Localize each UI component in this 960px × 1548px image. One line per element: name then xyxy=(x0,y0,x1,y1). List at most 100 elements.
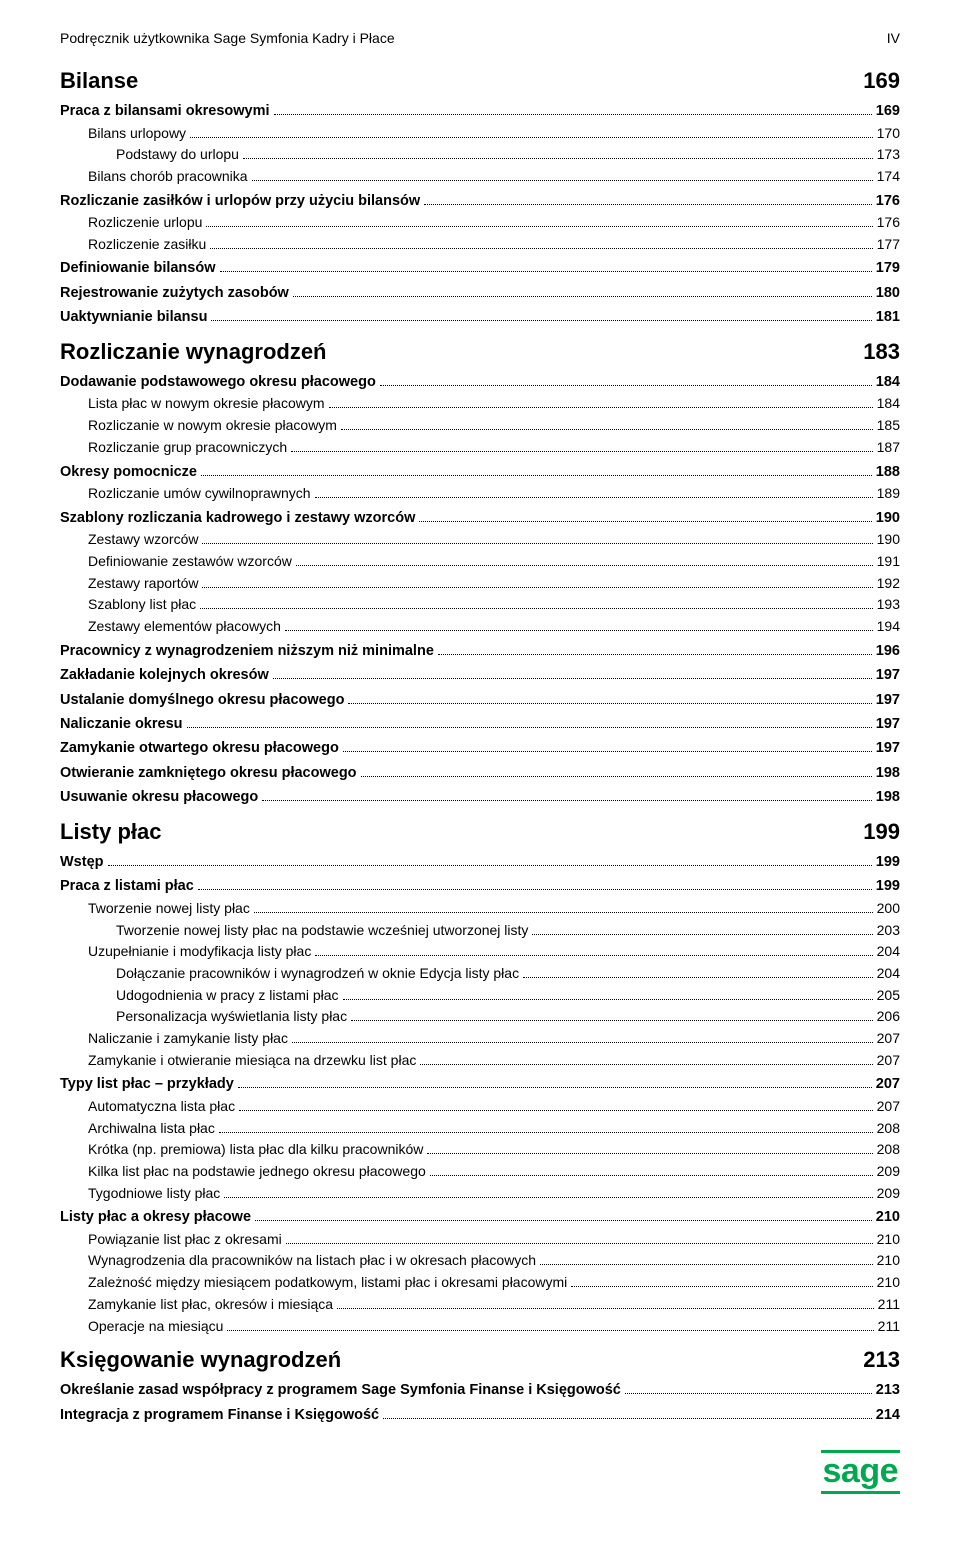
toc-entry[interactable]: Tworzenie nowej listy płac na podstawie … xyxy=(60,920,900,942)
toc-entry[interactable]: Otwieranie zamkniętego okresu płacowego1… xyxy=(60,762,900,784)
toc-leader-dots xyxy=(292,1042,873,1043)
toc-entry[interactable]: Zamykanie otwartego okresu płacowego197 xyxy=(60,737,900,759)
toc-entry[interactable]: Typy list płac – przykłady207 xyxy=(60,1073,900,1095)
toc-entry-label: Określanie zasad współpracy z programem … xyxy=(60,1379,621,1401)
toc-entry[interactable]: Zależność między miesiącem podatkowym, l… xyxy=(60,1272,900,1294)
header-page-number: IV xyxy=(887,30,900,46)
toc-leader-dots xyxy=(383,1418,872,1419)
toc-entry-label: Powiązanie list płac z okresami xyxy=(88,1229,282,1251)
toc-entry-label: Integracja z programem Finanse i Księgow… xyxy=(60,1404,379,1426)
toc-entry-label: Okresy pomocnicze xyxy=(60,461,197,483)
toc-entry-label: Dodawanie podstawowego okresu płacowego xyxy=(60,371,376,393)
toc-leader-dots xyxy=(108,865,872,866)
toc-entry[interactable]: Zestawy elementów płacowych194 xyxy=(60,616,900,638)
toc-entry-label: Szablony rozliczania kadrowego i zestawy… xyxy=(60,507,415,529)
toc-leader-dots xyxy=(238,1087,872,1088)
toc-entry[interactable]: Szablony list płac193 xyxy=(60,594,900,616)
toc-leader-dots xyxy=(220,271,872,272)
toc-entry[interactable]: Rozliczenie zasiłku177 xyxy=(60,234,900,256)
toc-entry-label: Automatyczna lista płac xyxy=(88,1096,235,1118)
toc-entry[interactable]: Rozliczanie wynagrodzeń183 xyxy=(60,335,900,369)
toc-entry[interactable]: Rozliczanie zasiłków i urlopów przy użyc… xyxy=(60,190,900,212)
toc-entry[interactable]: Automatyczna lista płac 207 xyxy=(60,1096,900,1118)
toc-entry[interactable]: Listy płac199 xyxy=(60,815,900,849)
toc-entry[interactable]: Określanie zasad współpracy z programem … xyxy=(60,1379,900,1401)
toc-entry-page: 205 xyxy=(877,985,900,1007)
toc-entry-page: 170 xyxy=(877,123,900,145)
toc-entry[interactable]: Okresy pomocnicze188 xyxy=(60,461,900,483)
toc-entry-page: 197 xyxy=(876,737,900,759)
toc-leader-dots xyxy=(430,1175,873,1176)
toc-entry-page: 204 xyxy=(877,963,900,985)
toc-entry[interactable]: Krótka (np. premiowa) lista płac dla kil… xyxy=(60,1139,900,1161)
toc-entry[interactable]: Dodawanie podstawowego okresu płacowego1… xyxy=(60,371,900,393)
toc-leader-dots xyxy=(337,1308,874,1309)
toc-entry[interactable]: Operacje na miesiącu211 xyxy=(60,1316,900,1338)
toc-entry-label: Uaktywnianie bilansu xyxy=(60,306,207,328)
header-title: Podręcznik użytkownika Sage Symfonia Kad… xyxy=(60,30,395,46)
toc-entry-label: Kilka list płac na podstawie jednego okr… xyxy=(88,1161,426,1183)
toc-entry[interactable]: Rozliczanie umów cywilnoprawnych189 xyxy=(60,483,900,505)
toc-entry-page: 197 xyxy=(876,713,900,735)
toc-entry[interactable]: Uzupełnianie i modyfikacja listy płac204 xyxy=(60,941,900,963)
toc-leader-dots xyxy=(273,678,872,679)
toc-entry-label: Definiowanie zestawów wzorców xyxy=(88,551,292,573)
toc-entry-page: 197 xyxy=(876,664,900,686)
toc-entry[interactable]: Księgowanie wynagrodzeń213 xyxy=(60,1343,900,1377)
toc-entry[interactable]: Lista płac w nowym okresie płacowym184 xyxy=(60,393,900,415)
toc-entry[interactable]: Bilans urlopowy170 xyxy=(60,123,900,145)
toc-entry[interactable]: Naliczanie okresu 197 xyxy=(60,713,900,735)
toc-entry[interactable]: Zamykanie i otwieranie miesiąca na drzew… xyxy=(60,1050,900,1072)
toc-entry[interactable]: Personalizacja wyświetlania listy płac20… xyxy=(60,1006,900,1028)
toc-entry[interactable]: Rozliczenie urlopu176 xyxy=(60,212,900,234)
toc-entry[interactable]: Uaktywnianie bilansu181 xyxy=(60,306,900,328)
toc-entry[interactable]: Definiowanie zestawów wzorców191 xyxy=(60,551,900,573)
toc-leader-dots xyxy=(420,1064,872,1065)
toc-entry-label: Tygodniowe listy płac xyxy=(88,1183,220,1205)
toc-entry[interactable]: Integracja z programem Finanse i Księgow… xyxy=(60,1404,900,1426)
toc-entry[interactable]: Zamykanie list płac, okresów i miesiąca2… xyxy=(60,1294,900,1316)
toc-entry[interactable]: Rozliczanie w nowym okresie płacowym185 xyxy=(60,415,900,437)
toc-leader-dots xyxy=(224,1197,872,1198)
toc-entry[interactable]: Praca z bilansami okresowymi169 xyxy=(60,100,900,122)
toc-leader-dots xyxy=(343,999,873,1000)
toc-entry-page: 210 xyxy=(877,1229,900,1251)
toc-leader-dots xyxy=(427,1153,872,1154)
toc-entry[interactable]: Zestawy wzorców190 xyxy=(60,529,900,551)
toc-entry[interactable]: Listy płac a okresy płacowe210 xyxy=(60,1206,900,1228)
toc-entry[interactable]: Wynagrodzenia dla pracowników na listach… xyxy=(60,1250,900,1272)
toc-entry[interactable]: Udogodnienia w pracy z listami płac205 xyxy=(60,985,900,1007)
toc-entry[interactable]: Naliczanie i zamykanie listy płac207 xyxy=(60,1028,900,1050)
toc-entry[interactable]: Usuwanie okresu płacowego198 xyxy=(60,786,900,808)
toc-entry[interactable]: Tygodniowe listy płac209 xyxy=(60,1183,900,1205)
toc-entry-label: Zestawy raportów xyxy=(88,573,198,595)
toc-entry-page: 184 xyxy=(877,393,900,415)
toc-entry[interactable]: Podstawy do urlopu173 xyxy=(60,144,900,166)
toc-entry[interactable]: Praca z listami płac199 xyxy=(60,875,900,897)
toc-entry[interactable]: Rozliczanie grup pracowniczych187 xyxy=(60,437,900,459)
toc-leader-dots xyxy=(243,158,873,159)
toc-entry[interactable]: Tworzenie nowej listy płac200 xyxy=(60,898,900,920)
toc-leader-dots xyxy=(252,180,873,181)
toc-entry-page: 207 xyxy=(877,1096,900,1118)
toc-entry[interactable]: Ustalanie domyślnego okresu płacowego197 xyxy=(60,689,900,711)
toc-entry[interactable]: Kilka list płac na podstawie jednego okr… xyxy=(60,1161,900,1183)
toc-entry-label: Rozliczanie grup pracowniczych xyxy=(88,437,287,459)
toc-entry-label: Wynagrodzenia dla pracowników na listach… xyxy=(88,1250,536,1272)
toc-entry[interactable]: Wstęp199 xyxy=(60,851,900,873)
toc-entry[interactable]: Definiowanie bilansów179 xyxy=(60,257,900,279)
toc-entry[interactable]: Powiązanie list płac z okresami 210 xyxy=(60,1229,900,1251)
toc-entry[interactable]: Bilans chorób pracownika174 xyxy=(60,166,900,188)
toc-entry[interactable]: Rejestrowanie zużytych zasobów180 xyxy=(60,282,900,304)
toc-entry[interactable]: Szablony rozliczania kadrowego i zestawy… xyxy=(60,507,900,529)
toc-entry[interactable]: Dołączanie pracowników i wynagrodzeń w o… xyxy=(60,963,900,985)
toc-entry[interactable]: Pracownicy z wynagrodzeniem niższym niż … xyxy=(60,640,900,662)
toc-entry[interactable]: Bilanse169 xyxy=(60,64,900,98)
toc-entry[interactable]: Zestawy raportów192 xyxy=(60,573,900,595)
toc-leader-dots xyxy=(211,320,871,321)
toc-entry[interactable]: Zakładanie kolejnych okresów197 xyxy=(60,664,900,686)
page-header: Podręcznik użytkownika Sage Symfonia Kad… xyxy=(60,30,900,46)
toc-entry[interactable]: Archiwalna lista płac208 xyxy=(60,1118,900,1140)
toc-entry-label: Listy płac xyxy=(60,815,161,849)
toc-entry-label: Naliczanie okresu xyxy=(60,713,183,735)
